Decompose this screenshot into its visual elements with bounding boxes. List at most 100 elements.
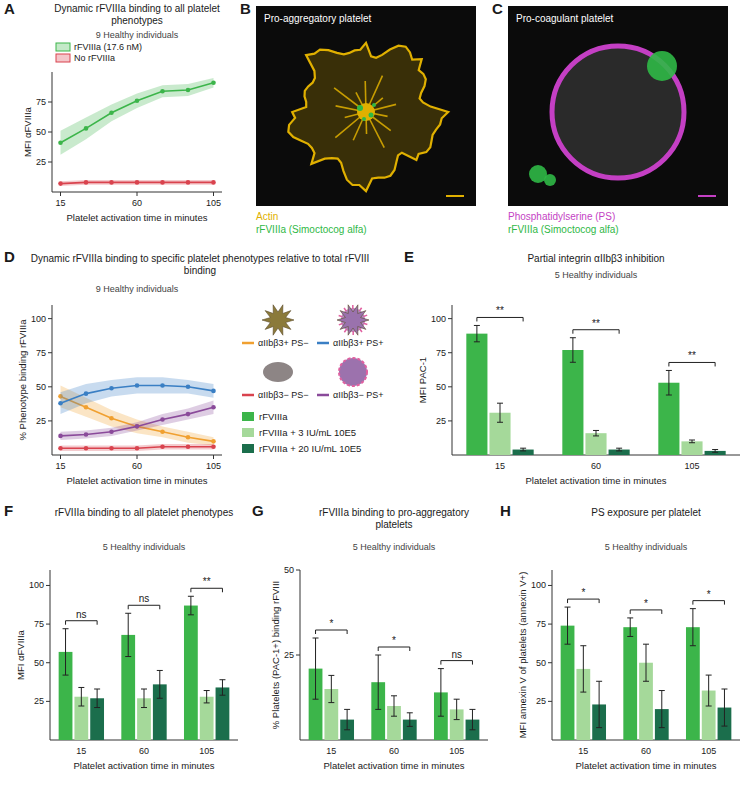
y-tick xyxy=(46,662,50,663)
error-bar xyxy=(721,689,727,726)
error-bar xyxy=(344,709,350,729)
error-bar-cap xyxy=(125,656,131,657)
text-line: rFVIIIa binding to pro-aggregatory xyxy=(319,507,469,518)
error-bar-line xyxy=(190,596,191,615)
phenotype-icon-ps xyxy=(339,316,343,317)
error-bar-line xyxy=(708,675,709,706)
bar xyxy=(200,697,214,740)
significance-label: ns xyxy=(76,609,87,620)
x-tick-label: 15 xyxy=(76,746,86,756)
error-bar-line xyxy=(222,680,223,695)
series-marker xyxy=(109,180,114,185)
error-bar-cap xyxy=(706,706,712,707)
error-bar-cap xyxy=(643,681,649,682)
legend: αIIbβ3+ PS−αIIbβ3+ PS+αIIbβ3− PS−αIIbβ3−… xyxy=(242,305,383,400)
error-bar-line xyxy=(65,629,66,675)
significance-label: ** xyxy=(203,576,211,587)
error-bar xyxy=(565,607,571,644)
significance-bracket xyxy=(630,610,662,614)
error-bar-cap xyxy=(141,707,147,708)
error-bar-cap xyxy=(454,699,460,700)
x-axis-title: Platelet activation time in minutes xyxy=(67,212,208,223)
series-marker xyxy=(186,435,191,440)
x-tick-label: 60 xyxy=(132,461,142,471)
error-bar xyxy=(712,450,718,453)
error-bar-cap xyxy=(706,675,712,676)
series-marker xyxy=(135,446,140,451)
series-line xyxy=(61,83,214,143)
series-marker xyxy=(186,180,191,185)
error-bar xyxy=(125,613,131,656)
legend-swatch xyxy=(317,394,329,397)
series-line xyxy=(61,407,214,436)
y-tick xyxy=(448,420,452,421)
scale-bar xyxy=(446,195,464,197)
series-marker xyxy=(58,446,63,451)
legend-label: rFVIIIa + 3 IU/mL 10E5 xyxy=(259,427,356,438)
error-bar-cap xyxy=(712,449,718,450)
y-tick xyxy=(296,655,300,656)
error-bar-cap xyxy=(497,422,503,423)
x-tick xyxy=(60,455,61,459)
y-axis-title: MFI αFVIIIa xyxy=(22,106,33,157)
error-bar-cap xyxy=(721,689,727,690)
significance: *** xyxy=(568,587,725,614)
y-tick-label: 50 xyxy=(436,382,446,392)
error-bar-line xyxy=(596,430,597,435)
y-tick xyxy=(46,585,50,586)
error-bar-cap xyxy=(570,337,576,338)
legend: rFVIIIa (17.6 nM)No rFVIIIa xyxy=(56,42,142,63)
error-bar-cap xyxy=(666,370,672,371)
series-marker xyxy=(160,430,165,435)
error-bar-cap xyxy=(454,719,460,720)
legend-label: αIIbβ3+ PS− xyxy=(258,338,308,348)
significance-bracket xyxy=(316,630,348,634)
error-bar-cap xyxy=(474,341,480,342)
significance-label: * xyxy=(581,587,585,598)
series-marker xyxy=(84,391,89,396)
y-axis-line xyxy=(552,570,553,740)
significance-label: * xyxy=(392,635,396,646)
x-tick-label: 15 xyxy=(55,461,65,471)
significance-label: * xyxy=(329,618,333,629)
error-bar-line xyxy=(472,709,473,729)
error-bar-cap xyxy=(188,596,194,597)
error-bar-cap xyxy=(616,450,622,451)
error-bar-cap xyxy=(616,448,622,449)
error-bar xyxy=(78,687,84,706)
significance-bracket xyxy=(66,621,98,625)
phenotype-icon-ps xyxy=(364,323,368,324)
y-tick xyxy=(548,662,552,663)
significance-label: * xyxy=(707,589,711,600)
axes: 25501560105Platelet activation time in m… xyxy=(270,565,488,771)
chart-subtitle: 5 Healthy individuals xyxy=(555,270,638,280)
axes: 2550751001560105Platelet activation time… xyxy=(417,305,740,486)
error-bar-cap xyxy=(157,670,163,671)
x-tick xyxy=(137,455,138,459)
series-marker xyxy=(211,445,216,450)
bar xyxy=(585,433,606,455)
y-axis-title: MFI αFVIIIa xyxy=(15,629,26,680)
significance: **ns xyxy=(316,618,473,665)
text-line: Dynamic rFVIIIa binding to all platelet xyxy=(54,3,220,14)
plot-area xyxy=(58,377,216,451)
error-bar-cap xyxy=(63,675,69,676)
scale-bar xyxy=(698,195,716,197)
error-band xyxy=(61,401,214,441)
series-marker xyxy=(160,180,165,185)
error-bar-cap xyxy=(570,362,576,363)
legend-label: αIIbβ3− PS+ xyxy=(333,390,383,400)
error-bar xyxy=(391,696,397,716)
text-line: binding xyxy=(184,265,216,276)
plot-area xyxy=(58,78,216,186)
error-bar-line xyxy=(331,675,332,702)
x-axis-title: Platelet activation time in minutes xyxy=(576,760,717,771)
y-tick xyxy=(48,318,52,319)
error-bar xyxy=(219,680,225,695)
text-line: % Platelets (PAC-1+) binding rFVIII xyxy=(270,581,281,729)
y-tick-label: 75 xyxy=(34,619,44,629)
error-bar-cap xyxy=(313,699,319,700)
panel-letter: F xyxy=(4,502,13,519)
text-line: rFVIIIa binding to all platelet phenotyp… xyxy=(55,507,233,518)
y-axis-title: % Phenotype binding rFVIIIa xyxy=(17,319,28,441)
